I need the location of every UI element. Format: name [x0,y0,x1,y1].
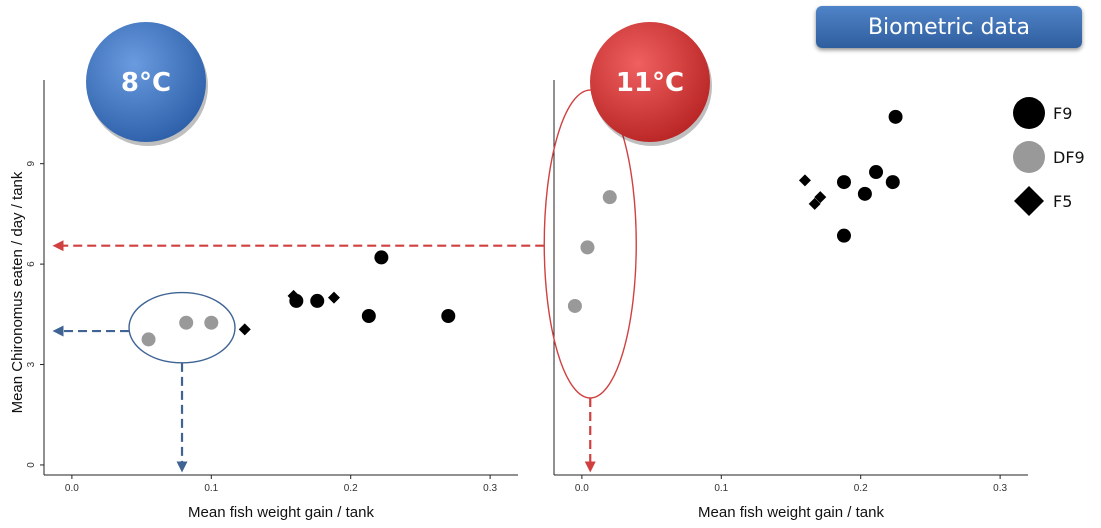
x-tick-label: 0.2 [854,483,868,494]
badge-circle [590,22,710,142]
legend-item-df9: DF9 [1013,141,1085,173]
point-f9 [374,250,389,265]
point-df9 [179,315,194,330]
highlight-ellipse [128,291,236,364]
badge-label: 11°C [616,68,684,98]
point-f9 [869,165,884,180]
point-f5 [808,197,821,210]
x-tick-label: 0.3 [993,483,1007,494]
point-f9 [441,308,456,323]
legend-marker [1013,97,1045,129]
x-tick-label: 0.1 [204,483,218,494]
legend: F9 DF9 F5 [1013,97,1085,216]
badge-label: 8°C [121,68,171,98]
point-f5 [238,323,251,336]
point-f5 [814,191,827,204]
x-axis-label: Mean fish weight gain / tank [698,504,884,521]
banner-title: Biometric data [867,14,1031,40]
legend-item-f9: F9 [1013,97,1072,129]
temperature-badge-1: 8°C [86,22,208,146]
point-f9 [857,186,872,201]
section-banner: Biometric data [816,6,1082,48]
badge-circle [86,22,206,142]
legend-label: F9 [1053,104,1072,123]
x-tick-label: 0.0 [65,483,79,494]
scatter-panel-2: 0.0 0.1 0.2 0.3 Mean fish weight gain / tank [52,80,1028,521]
point-df9 [567,298,582,313]
legend-marker [1013,141,1045,173]
point-f9 [885,175,900,190]
x-tick-label: 0.0 [575,483,589,494]
y-axis-label: Mean Chironomus eaten / day / tank [9,171,26,413]
y-tick-label: 6 [26,261,37,267]
point-f5 [327,291,340,304]
point-f9 [836,228,851,243]
y-tick-label: 0 [26,462,37,468]
point-f5 [287,289,300,302]
point-df9 [141,332,156,347]
point-df9 [580,240,595,255]
legend-label: F5 [1053,192,1072,211]
point-f9 [836,175,851,190]
point-df9 [602,190,617,205]
x-tick-label: 0.1 [714,483,728,494]
legend-marker [1014,186,1044,216]
temperature-badge-2: 11°C [590,22,712,146]
legend-label: DF9 [1053,148,1085,167]
point-df9 [204,315,219,330]
point-f9 [888,109,903,124]
scatter-panel-1: 0.0 0.1 0.2 0.3 0 3 6 9 Mean fish weight gain / … [9,80,518,521]
point-f9 [361,308,376,323]
y-tick-label: 9 [26,160,37,166]
point-f9 [310,293,325,308]
x-tick-label: 0.2 [344,483,358,494]
x-axis-label: Mean fish weight gain / tank [188,504,374,521]
x-tick-label: 0.3 [483,483,497,494]
legend-item-f5: F5 [1014,186,1072,216]
point-f5 [798,174,811,187]
y-tick-label: 3 [26,361,37,367]
